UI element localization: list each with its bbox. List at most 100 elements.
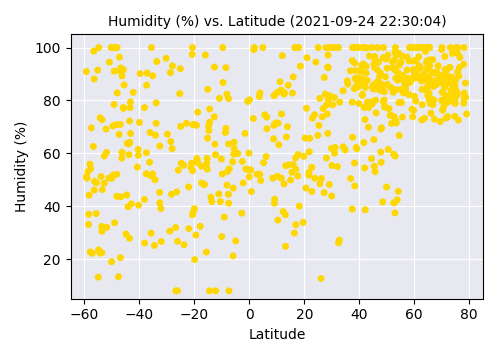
Point bbox=[349, 134, 357, 140]
Point bbox=[370, 83, 378, 89]
Point bbox=[97, 174, 105, 180]
Point bbox=[390, 200, 398, 206]
Point bbox=[109, 45, 117, 50]
Point bbox=[289, 162, 297, 167]
Point bbox=[361, 45, 369, 50]
Point bbox=[129, 90, 137, 95]
Point bbox=[416, 65, 424, 71]
Point bbox=[446, 80, 454, 85]
Point bbox=[82, 69, 90, 74]
Point bbox=[284, 82, 292, 88]
Point bbox=[113, 193, 121, 199]
Point bbox=[176, 91, 184, 96]
Point bbox=[357, 69, 365, 74]
Point bbox=[361, 207, 369, 212]
Point bbox=[162, 55, 170, 61]
Point bbox=[280, 181, 288, 187]
Point bbox=[426, 97, 434, 103]
Point bbox=[270, 92, 278, 98]
Point bbox=[224, 169, 232, 174]
Point bbox=[174, 167, 182, 173]
Point bbox=[305, 172, 313, 178]
Point bbox=[190, 121, 198, 127]
Point bbox=[368, 45, 375, 50]
Point bbox=[424, 45, 432, 50]
Point bbox=[290, 230, 298, 236]
Point bbox=[311, 112, 319, 117]
Point bbox=[425, 90, 433, 96]
Point bbox=[122, 231, 130, 237]
Point bbox=[95, 247, 103, 253]
Point bbox=[438, 97, 446, 103]
Point bbox=[247, 167, 254, 173]
Point bbox=[83, 175, 91, 181]
Point bbox=[145, 160, 153, 165]
Point bbox=[291, 45, 299, 50]
Point bbox=[451, 114, 459, 119]
Point bbox=[349, 45, 357, 50]
Point bbox=[431, 79, 439, 85]
Point bbox=[441, 54, 449, 59]
Point bbox=[373, 45, 381, 50]
Point bbox=[391, 45, 399, 50]
Point bbox=[311, 175, 319, 181]
Point bbox=[147, 173, 155, 178]
Point bbox=[155, 190, 163, 195]
Point bbox=[353, 45, 361, 50]
Point bbox=[218, 156, 226, 162]
Point bbox=[434, 63, 442, 69]
Point bbox=[126, 131, 134, 136]
Point bbox=[426, 80, 434, 85]
Point bbox=[379, 45, 387, 50]
Point bbox=[414, 45, 422, 50]
Point bbox=[219, 80, 227, 85]
Point bbox=[203, 160, 211, 166]
Point bbox=[370, 86, 377, 92]
Point bbox=[166, 228, 174, 234]
Point bbox=[222, 130, 230, 135]
Point bbox=[262, 114, 270, 120]
Point bbox=[372, 110, 380, 116]
Point bbox=[100, 180, 108, 186]
Point bbox=[448, 50, 456, 56]
Point bbox=[405, 92, 413, 97]
Point bbox=[269, 136, 277, 142]
Point bbox=[113, 171, 121, 177]
Point bbox=[89, 144, 97, 149]
Point bbox=[250, 47, 258, 52]
Point bbox=[331, 95, 339, 100]
Point bbox=[430, 79, 438, 85]
Point bbox=[300, 154, 308, 159]
Point bbox=[362, 64, 370, 69]
Point bbox=[330, 45, 338, 50]
Point bbox=[361, 78, 369, 84]
Point bbox=[453, 88, 461, 94]
Point bbox=[167, 139, 175, 145]
Point bbox=[173, 288, 181, 294]
Point bbox=[118, 73, 126, 79]
Point bbox=[410, 45, 418, 50]
Point bbox=[410, 107, 418, 113]
Point bbox=[320, 190, 328, 196]
Point bbox=[120, 106, 127, 111]
Point bbox=[156, 143, 164, 149]
Point bbox=[200, 181, 208, 187]
Point bbox=[316, 181, 324, 187]
Point bbox=[374, 45, 381, 50]
Point bbox=[147, 45, 155, 50]
Point bbox=[157, 206, 165, 211]
Point bbox=[246, 97, 253, 102]
Point bbox=[399, 89, 407, 94]
Point bbox=[352, 77, 360, 82]
Point bbox=[421, 49, 429, 54]
Point bbox=[391, 210, 399, 216]
Point bbox=[98, 223, 106, 229]
Point bbox=[205, 123, 213, 129]
Point bbox=[326, 45, 334, 50]
Point bbox=[430, 116, 438, 122]
Point bbox=[325, 95, 333, 101]
Point bbox=[177, 161, 185, 166]
Point bbox=[455, 73, 463, 79]
Point bbox=[328, 145, 336, 151]
Point bbox=[371, 169, 379, 175]
